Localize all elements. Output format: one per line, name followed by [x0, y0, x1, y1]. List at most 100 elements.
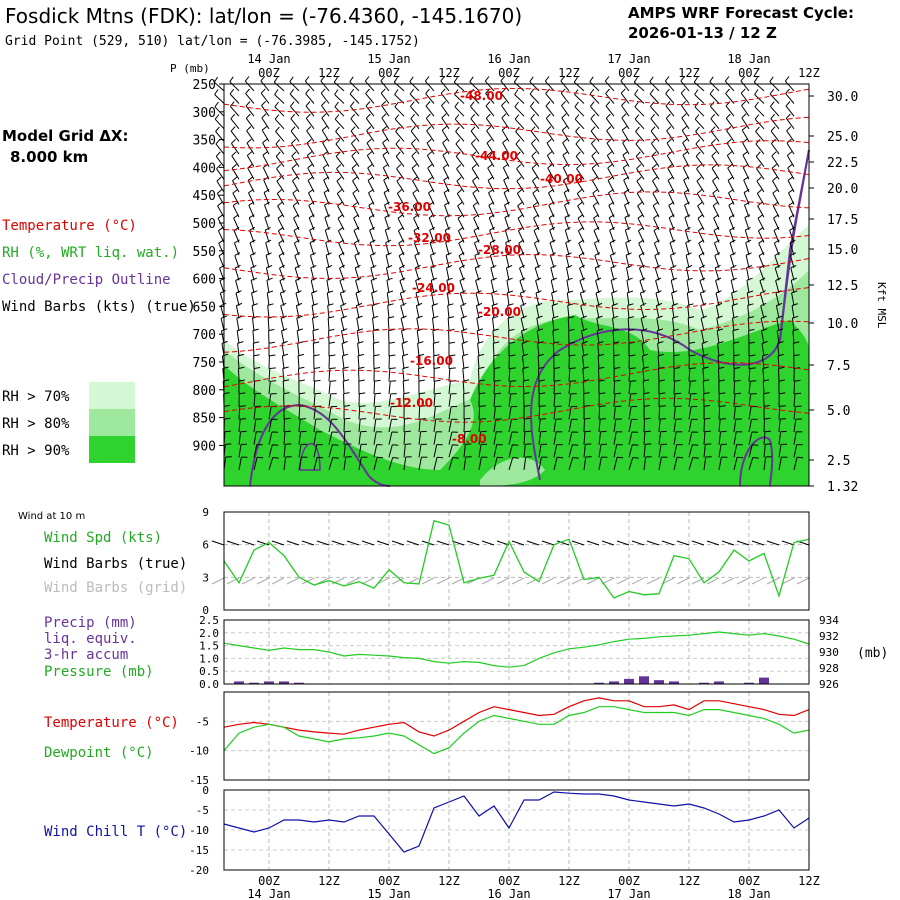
wind-barb [364, 80, 375, 92]
pressure-tick-label: 850 [193, 412, 216, 427]
wind-barb [270, 380, 277, 382]
wind-barb [352, 189, 358, 194]
wind-barb [398, 252, 405, 257]
wind-barb [252, 317, 255, 331]
wind-barb [245, 105, 255, 117]
wind-barb-true [361, 540, 375, 546]
wind-barb [508, 393, 512, 407]
wind-barb [614, 379, 621, 382]
wind-barb-true [781, 540, 795, 546]
wind-barb [551, 305, 555, 319]
wind-barb [522, 368, 525, 382]
wind-barb [494, 392, 502, 395]
wind-barb [650, 101, 655, 107]
wind-barb [590, 113, 596, 120]
wind-barb-true [376, 540, 390, 546]
wind-barb [529, 88, 535, 95]
wind-barb [724, 80, 735, 92]
wind-barb [742, 142, 750, 155]
wind-barb [714, 252, 721, 256]
wind-barb [414, 255, 420, 268]
wind-barb [272, 444, 279, 446]
wind-barb [575, 126, 580, 132]
pressure-panel-frame [223, 619, 810, 685]
wind-barb [752, 444, 759, 446]
wind-tick-label: 9 [202, 506, 209, 519]
wind-barb [459, 277, 466, 282]
wind-barb [507, 305, 510, 319]
wind-barb [717, 341, 724, 344]
wind-barb [472, 201, 479, 207]
wind-barb [336, 164, 342, 170]
wind-barb [745, 239, 752, 244]
wind-barb [231, 163, 237, 169]
wind-barb [718, 368, 720, 382]
wind-barb [427, 167, 435, 180]
wind-barb [577, 201, 583, 207]
wind-barb [638, 226, 644, 232]
wind-barb [790, 252, 797, 256]
wind-barb [666, 138, 672, 144]
wind-barb [345, 443, 352, 445]
precip-bar [279, 681, 289, 684]
wind-barb [374, 367, 381, 369]
wind-barb [373, 431, 377, 445]
wind-barb [269, 367, 276, 369]
wind-barb [474, 239, 480, 244]
wind-barb [698, 226, 704, 232]
wind-barb [264, 214, 271, 218]
wind-barb-true [661, 540, 675, 546]
wind-barb [689, 367, 696, 369]
wind-barb [753, 76, 759, 83]
wind-barb [455, 139, 461, 145]
wind-barb [352, 176, 358, 182]
wind-barb [268, 457, 274, 471]
wind-barb [240, 418, 247, 420]
wind-barb [447, 303, 454, 306]
wind-barb [597, 341, 604, 344]
precip-bar [759, 677, 769, 684]
wind-barb [553, 393, 556, 407]
wind-barb [508, 368, 511, 382]
wind-barb [508, 406, 512, 420]
wind-barb [357, 341, 364, 344]
wind-barb [756, 168, 765, 180]
wind-barb [524, 430, 531, 433]
wind-barb [402, 353, 409, 357]
wind-barb [237, 355, 240, 369]
wind-barb [685, 239, 692, 244]
wind-barb [669, 230, 675, 243]
wind-barb [325, 254, 330, 268]
wind-barb [245, 113, 251, 119]
wind-barb [791, 303, 798, 306]
wind-barb [710, 126, 716, 132]
wind-barb [238, 444, 242, 458]
wind-barb [232, 180, 240, 193]
wind-barb [475, 292, 480, 306]
wind-barb [311, 292, 315, 306]
wind-barb [441, 117, 450, 130]
wind-barb [553, 354, 560, 357]
wind-barb-true [391, 540, 405, 546]
wind-barb [697, 205, 705, 218]
wind-barb [609, 239, 616, 244]
wind-barb-true [346, 540, 360, 546]
temp-tick-label: -5 [196, 715, 209, 728]
wind-barb [335, 156, 345, 167]
wind-barb [357, 343, 360, 357]
wind-barb [358, 431, 362, 445]
wind-barb [389, 367, 396, 369]
wind-barb [247, 180, 255, 193]
wind-barb [475, 280, 480, 294]
wind-barb [463, 456, 467, 470]
wind-barb [607, 167, 615, 180]
wind-barb [700, 290, 706, 294]
wind-barb [791, 305, 795, 319]
wind-barb [624, 201, 630, 206]
wind-barb [718, 457, 722, 470]
wind10-label: Wind at 10 m [18, 511, 85, 522]
wind-barb [741, 126, 748, 131]
wind-barb [440, 80, 450, 92]
wind-barb [606, 138, 612, 144]
wind-barb [658, 419, 661, 433]
